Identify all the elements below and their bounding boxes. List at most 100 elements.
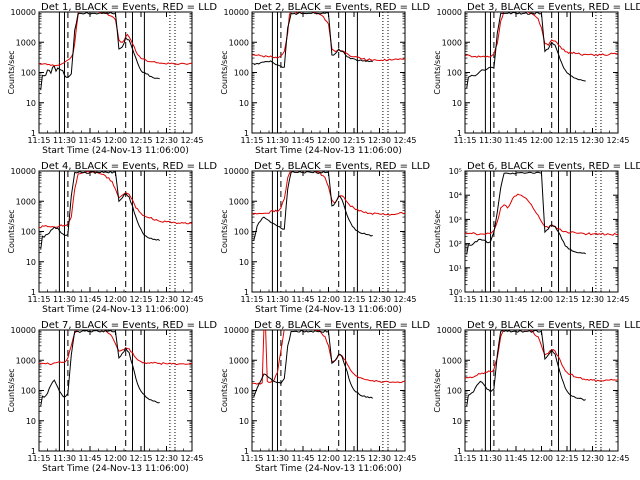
panel-title: Det 4, BLACK = Events, RED = LLD (41, 161, 217, 172)
y-tick-label: 10000 (11, 326, 36, 335)
y-tick-label: 10 (239, 99, 249, 108)
plot-frame (251, 11, 406, 134)
plot-frame (38, 329, 193, 452)
lld-series-line (252, 12, 405, 62)
y-tick-label: 10 (239, 258, 249, 267)
x-tick-label: 11:30 (479, 136, 502, 145)
plot-frame (251, 170, 406, 293)
x-axis-label: Start Time (24-Nov-13 11:06:00) (255, 305, 402, 315)
x-axis-label: Start Time (24-Nov-13 11:06:00) (42, 146, 189, 156)
detector-panel: Det 3, BLACK = Events, RED = LLD 1 10 100 10… (433, 2, 640, 145)
x-tick-label: 12:30 (155, 295, 178, 304)
x-tick-label: 12:15 (129, 136, 152, 145)
y-axis-label: Counts/sec (433, 209, 442, 253)
y-tick-label: 1000 (442, 356, 462, 365)
y-tick-label: 1 (31, 129, 36, 138)
panel-title: Det 2, BLACK = Events, RED = LLD (254, 2, 430, 13)
x-tick-label: 11:15 (453, 295, 476, 304)
x-tick-label: 12:00 (317, 295, 340, 304)
y-tick-label: 10000 (224, 326, 249, 335)
x-tick-label: 12:30 (155, 454, 178, 463)
x-tick-label: 12:15 (129, 454, 152, 463)
events-series-line (466, 12, 586, 89)
x-tick-label: 12:30 (155, 136, 178, 145)
x-axis-label: Start Time (24-Nov-13 11:06:00) (255, 464, 402, 474)
detector-panel: Det 9, BLACK = Events, RED = LLD 1 10 100 10… (433, 320, 640, 463)
y-tick-label: 1 (244, 447, 249, 456)
x-tick-label: 11:15 (27, 454, 50, 463)
x-tick-label: 12:45 (180, 136, 203, 145)
y-tick-label: 100 (234, 69, 249, 78)
x-tick-label: 11:45 (504, 136, 527, 145)
y-tick-label: 10 (452, 99, 462, 108)
x-tick-label: 12:15 (555, 454, 578, 463)
x-tick-label: 11:30 (266, 295, 289, 304)
x-tick-label: 11:15 (453, 454, 476, 463)
y-tick-label: 10000 (224, 167, 249, 176)
detector-panel: Det 4, BLACK = Events, RED = LLD 1 10 100 10… (7, 161, 217, 315)
y-tick-label: 10⁵ (449, 167, 462, 176)
x-tick-label: 12:15 (342, 136, 365, 145)
x-tick-label: 11:45 (504, 295, 527, 304)
y-tick-label: 100 (21, 228, 36, 237)
y-tick-label: 1 (31, 288, 36, 297)
x-tick-label: 11:45 (78, 136, 101, 145)
events-series-line (253, 330, 373, 399)
x-tick-label: 11:15 (240, 454, 263, 463)
y-tick-label: 100 (21, 69, 36, 78)
lld-series-line (465, 330, 618, 383)
x-tick-label: 11:45 (291, 136, 314, 145)
detector-panel: Det 5, BLACK = Events, RED = LLD 1 10 100 10… (220, 161, 430, 315)
x-axis-label: Start Time (24-Nov-13 11:06:00) (42, 305, 189, 315)
y-tick-label: 100 (447, 69, 462, 78)
y-tick-label: 1000 (229, 356, 249, 365)
detector-panel: Det 7, BLACK = Events, RED = LLD 1 10 100 10… (7, 320, 217, 474)
plot-frame (464, 329, 619, 452)
y-tick-label: 10 (452, 417, 462, 426)
y-tick-label: 10000 (11, 8, 36, 17)
x-tick-label: 11:45 (504, 454, 527, 463)
x-tick-label: 12:15 (129, 295, 152, 304)
x-tick-label: 11:15 (240, 136, 263, 145)
lld-series-line (39, 330, 192, 366)
y-tick-label: 100 (234, 228, 249, 237)
x-tick-label: 11:30 (266, 454, 289, 463)
x-tick-label: 11:30 (53, 454, 76, 463)
y-tick-label: 10⁴ (449, 191, 462, 200)
x-tick-label: 11:30 (479, 295, 502, 304)
x-tick-label: 11:15 (240, 295, 263, 304)
detector-panel: Det 1, BLACK = Events, RED = LLD 1 10 100 10… (7, 2, 217, 156)
x-tick-label: 12:45 (606, 295, 629, 304)
detector-panel: Det 2, BLACK = Events, RED = LLD 1 10 100 10… (220, 2, 430, 156)
x-tick-label: 11:30 (53, 136, 76, 145)
x-tick-label: 11:15 (27, 136, 50, 145)
x-tick-label: 12:45 (393, 295, 416, 304)
panel-title: Det 9, BLACK = Events, RED = LLD (467, 320, 640, 331)
x-tick-label: 12:15 (342, 454, 365, 463)
plot-frame (38, 11, 193, 134)
detector-panel: Det 6, BLACK = Events, RED = LLD 10⁰ 10¹ 10… (433, 161, 640, 304)
y-tick-label: 10³ (449, 215, 462, 224)
events-series-line (40, 330, 160, 407)
panel-title: Det 6, BLACK = Events, RED = LLD (467, 161, 640, 172)
y-tick-label: 1 (31, 447, 36, 456)
x-tick-label: 12:45 (393, 136, 416, 145)
y-axis-label: Counts/sec (220, 209, 229, 253)
x-tick-label: 12:30 (368, 454, 391, 463)
x-tick-label: 12:00 (530, 136, 553, 145)
x-tick-label: 12:00 (317, 136, 340, 145)
x-tick-label: 11:15 (453, 136, 476, 145)
lld-series-line (465, 193, 618, 236)
y-tick-label: 10 (26, 417, 36, 426)
panel-title: Det 8, BLACK = Events, RED = LLD (254, 320, 430, 331)
x-tick-label: 12:00 (530, 454, 553, 463)
x-tick-label: 12:30 (581, 295, 604, 304)
x-axis-label: Start Time (24-Nov-13 11:06:00) (255, 146, 402, 156)
events-series-line (40, 12, 160, 91)
detector-panel: Det 8, BLACK = Events, RED = LLD 1 10 100 10… (220, 320, 430, 474)
y-tick-label: 100 (447, 387, 462, 396)
y-tick-label: 10000 (224, 8, 249, 17)
x-tick-label: 12:00 (317, 454, 340, 463)
y-tick-label: 1000 (16, 197, 36, 206)
